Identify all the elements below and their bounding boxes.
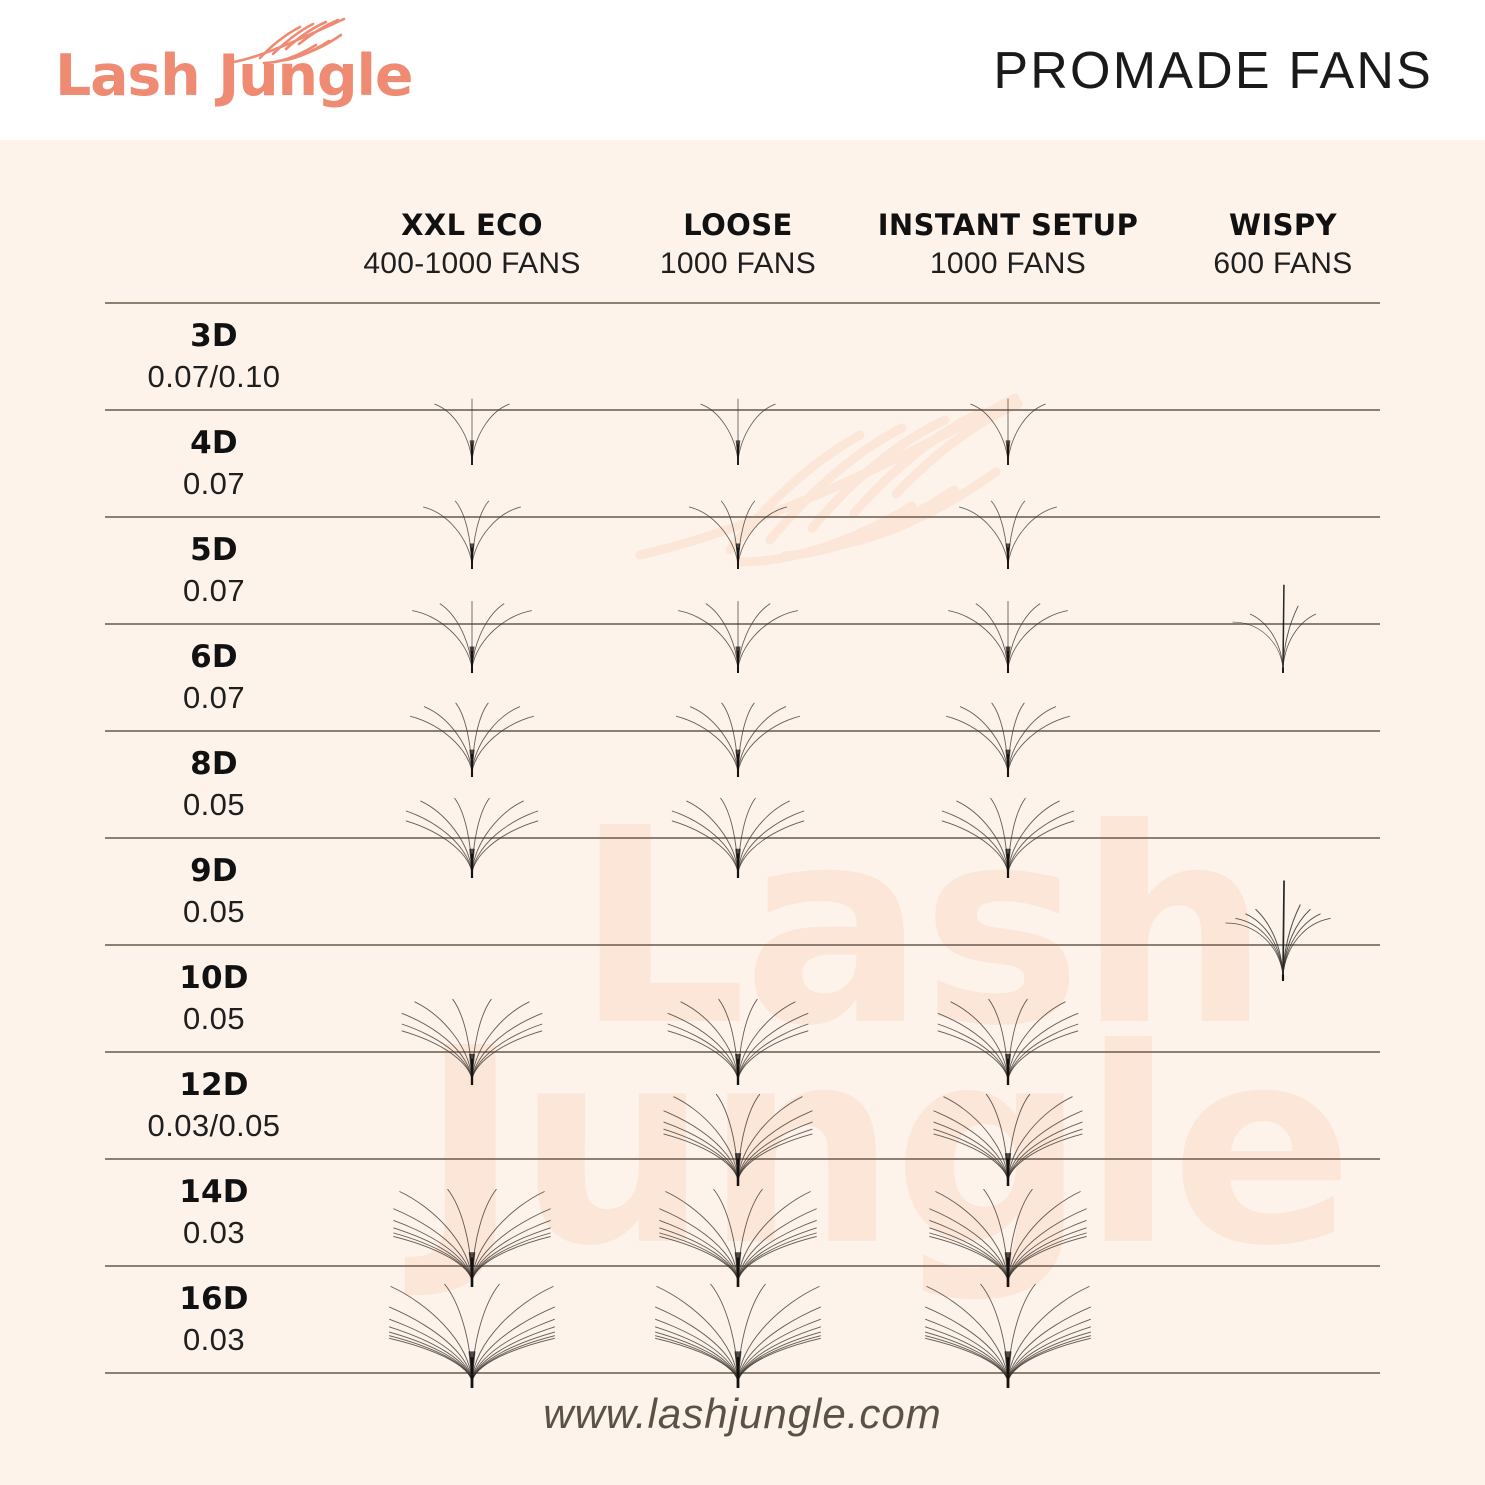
column-header-xxl-eco: XXL ECO 400-1000 FANS [363, 206, 580, 284]
fan-sample-10d-xxl-eco [401, 982, 543, 1086]
row-thickness: 0.05 [183, 894, 245, 929]
fan-sample-5d-xxl-eco [412, 585, 532, 673]
row-thickness: 0.07/0.10 [147, 359, 281, 394]
row-thickness: 0.03 [183, 1215, 245, 1250]
row-thickness: 0.07 [183, 680, 245, 715]
fan-sample-8d-xxl-eco [405, 780, 539, 878]
row-thickness: 0.03/0.05 [147, 1108, 281, 1143]
page-title: PROMADE FANS [993, 42, 1433, 100]
row-divider [105, 623, 1380, 625]
row-fan-size: 3D [190, 318, 238, 354]
fan-sample-12d-instant-setup [933, 1076, 1083, 1187]
fan-sample-16d-xxl-eco [389, 1266, 555, 1388]
row-divider [105, 1051, 1380, 1053]
table-row: 9D 0.05 [0, 837, 1485, 982]
fan-sample-12d-loose [663, 1076, 813, 1187]
column-header-wispy: WISPY 600 FANS [1213, 206, 1352, 284]
fan-sample-6d-xxl-eco [410, 685, 534, 777]
table-row: 12D 0.03/0.05 [0, 1051, 1485, 1187]
row-fan-size: 9D [190, 853, 238, 889]
row-thickness: 0.03 [183, 1322, 245, 1357]
row-fan-size: 14D [179, 1174, 249, 1210]
fan-sample-14d-xxl-eco [393, 1171, 551, 1288]
table-row: 5D 0.07 [0, 516, 1485, 673]
fan-sample-8d-instant-setup [941, 780, 1075, 878]
fan-sample-10d-loose [667, 982, 809, 1086]
column-header-loose: LOOSE 1000 FANS [660, 206, 816, 284]
fan-sample-16d-loose [655, 1266, 821, 1388]
fan-sample-16d-instant-setup [925, 1266, 1091, 1388]
table-row: 8D 0.05 [0, 730, 1485, 878]
row-divider [105, 302, 1380, 304]
fan-sample-6d-loose [676, 685, 800, 777]
row-fan-size: 10D [179, 960, 249, 996]
column-header-name: INSTANT SETUP [877, 208, 1139, 242]
row-label-10d: 10D 0.05 [105, 958, 323, 1039]
table-row: 10D 0.05 [0, 944, 1485, 1086]
fans-comparison-table: XXL ECO 400-1000 FANS LOOSE 1000 FANS INSTAN… [0, 140, 1485, 1430]
row-fan-size: 8D [190, 746, 238, 782]
fan-sample-3d-xxl-eco [416, 383, 527, 465]
table-row: 4D 0.07 [0, 409, 1485, 569]
column-header-count: 1000 FANS [929, 247, 1087, 280]
column-header-name: WISPY [1229, 208, 1337, 242]
table-row: 3D 0.07/0.10 [0, 302, 1485, 465]
fan-sample-14d-loose [659, 1171, 817, 1288]
fan-sample-6d-instant-setup [946, 685, 1070, 777]
column-header-name: LOOSE [683, 208, 793, 242]
row-fan-size: 5D [190, 532, 238, 568]
fan-sample-9d-wispy [1215, 880, 1351, 982]
row-divider [105, 944, 1380, 946]
logo[interactable]: Lash Jungle [55, 17, 414, 114]
row-label-16d: 16D 0.03 [105, 1279, 323, 1360]
column-header-count: 600 FANS [1213, 247, 1353, 280]
row-label-3d: 3D 0.07/0.10 [105, 316, 323, 397]
fan-sample-8d-loose [671, 780, 805, 878]
fan-sample-14d-instant-setup [929, 1171, 1087, 1288]
row-label-8d: 8D 0.05 [105, 744, 323, 825]
table-row: 16D 0.03 [0, 1265, 1485, 1388]
row-label-5d: 5D 0.07 [105, 530, 323, 611]
row-label-6d: 6D 0.07 [105, 637, 323, 718]
row-label-12d: 12D 0.03/0.05 [105, 1065, 323, 1146]
row-fan-size: 4D [190, 425, 238, 461]
row-label-14d: 14D 0.03 [105, 1172, 323, 1253]
footer-website-url[interactable]: www.lashjungle.com [543, 1390, 942, 1437]
row-divider [105, 837, 1380, 839]
header-band: Lash Jungle PROMADE FANS [0, 0, 1485, 140]
table-row: 14D 0.03 [0, 1158, 1485, 1288]
row-label-4d: 4D 0.07 [105, 423, 323, 504]
fan-sample-10d-instant-setup [937, 982, 1079, 1086]
fan-sample-4d-xxl-eco [414, 484, 530, 569]
table-row: 6D 0.07 [0, 623, 1485, 777]
leaf-frond-icon [232, 17, 346, 65]
row-fan-size: 16D [179, 1281, 249, 1317]
fan-sample-5d-loose [678, 585, 798, 673]
logo-text: Lash Jungle [55, 43, 414, 109]
row-fan-size: 6D [190, 639, 238, 675]
row-thickness: 0.07 [183, 573, 245, 608]
column-header-name: XXL ECO [401, 208, 543, 242]
row-label-9d: 9D 0.05 [105, 851, 323, 932]
column-header-count: 1000 FANS [659, 247, 817, 280]
row-thickness: 0.05 [183, 787, 245, 822]
table-column-headers: XXL ECO 400-1000 FANS LOOSE 1000 FANS INSTAN… [0, 206, 1485, 296]
row-fan-size: 12D [179, 1067, 249, 1103]
fan-sample-5d-wispy [1223, 584, 1343, 673]
fan-sample-5d-instant-setup [948, 585, 1068, 673]
row-thickness: 0.07 [183, 466, 245, 501]
column-header-count: 400-1000 FANS [363, 247, 581, 280]
column-header-instant-setup: INSTANT SETUP 1000 FANS [878, 206, 1139, 284]
row-thickness: 0.05 [183, 1001, 245, 1036]
